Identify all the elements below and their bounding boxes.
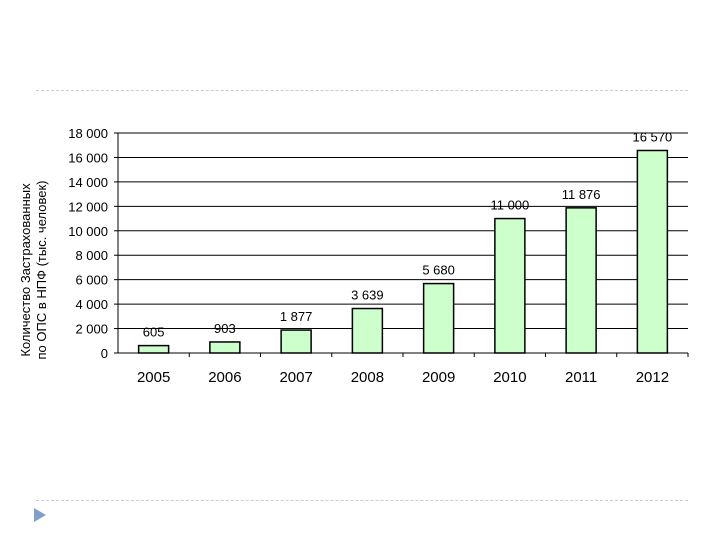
y-tick-label: 14 000 [68,175,108,190]
y-tick-label: 16 000 [68,150,108,165]
bar [137,344,170,354]
bar [280,329,312,354]
x-tick-label: 2011 [565,369,597,386]
y-tick-label: 6 000 [75,273,108,288]
x-tick-label: 2005 [137,369,170,386]
bar [209,341,241,354]
x-tick-label: 2008 [351,369,384,386]
bar [422,282,455,354]
y-tick-label: 18 000 [68,126,108,141]
y-tick-label: 4 000 [75,297,108,312]
triangle-right-icon[interactable] [32,507,48,523]
y-tick-label: 2 000 [75,322,108,337]
y-tick-label: 12 000 [68,199,108,214]
x-tick-label: 2007 [279,369,312,386]
x-tick-label: 2010 [493,369,526,386]
data-label: 1 877 [280,309,313,324]
bar [494,217,526,354]
data-label: 3 639 [351,288,384,303]
bar [636,149,669,354]
bar [351,307,384,354]
data-label: 605 [143,325,165,340]
bottom-divider [36,500,688,501]
data-label: 11 000 [490,198,529,213]
y-tick-label: 8 000 [75,248,108,263]
data-label: 11 876 [562,187,601,202]
data-label: 16 570 [632,129,672,144]
x-tick-label: 2012 [636,369,669,386]
top-divider [36,90,688,91]
y-tick-label: 0 [101,346,108,361]
x-tick-label: 2006 [208,369,241,386]
bar [565,207,597,354]
x-tick-label: 2009 [422,369,455,386]
y-tick-label: 10 000 [68,224,108,239]
data-label: 903 [214,321,236,336]
data-label: 5 680 [422,263,455,278]
